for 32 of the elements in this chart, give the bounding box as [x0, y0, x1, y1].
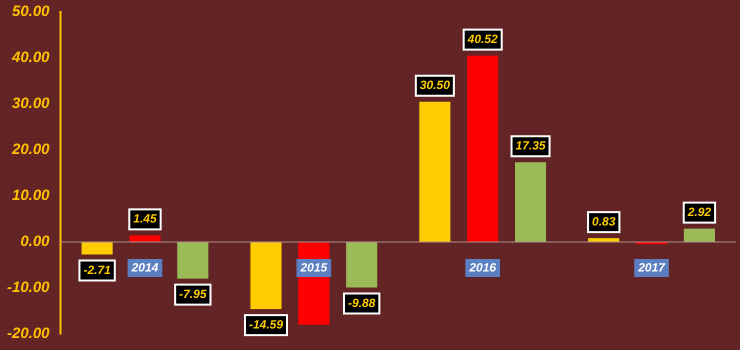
y-tick-label: 50.00	[12, 3, 50, 20]
bar	[129, 235, 161, 242]
x-tick-label: 2016	[468, 260, 496, 274]
y-tick-label: 40.00	[10, 49, 50, 66]
bar	[82, 242, 113, 254]
bar	[419, 102, 450, 242]
bar	[346, 242, 378, 288]
data-label: -9.88	[348, 296, 376, 310]
data-label: 40.52	[466, 32, 498, 46]
data-label: -2.71	[83, 262, 112, 277]
y-tick-label: 10.00	[12, 187, 50, 204]
bar	[467, 56, 498, 242]
x-tick-label: 2014	[130, 260, 159, 274]
y-tick-label: -20.00	[6, 325, 50, 342]
data-label: 2.92	[686, 204, 712, 219]
x-tick-label: 2017	[637, 260, 666, 274]
bar	[514, 162, 546, 242]
data-label: 30.50	[420, 78, 450, 92]
y-tick-label: 0.00	[20, 233, 50, 250]
y-tick-label: 30.00	[12, 95, 50, 112]
bar	[588, 238, 620, 242]
y-tick-label: -10.00	[6, 279, 50, 296]
bar	[684, 228, 715, 242]
y-tick-label: 20.00	[10, 141, 50, 158]
bar	[177, 242, 208, 279]
data-label: 1.45	[133, 212, 157, 226]
data-label: -7.95	[179, 286, 207, 301]
data-label: 17.35	[516, 138, 546, 153]
data-label: -14.59	[248, 317, 284, 332]
x-tick-label: 2015	[299, 260, 328, 274]
bar	[250, 242, 282, 310]
data-label: 0.83	[592, 214, 616, 228]
